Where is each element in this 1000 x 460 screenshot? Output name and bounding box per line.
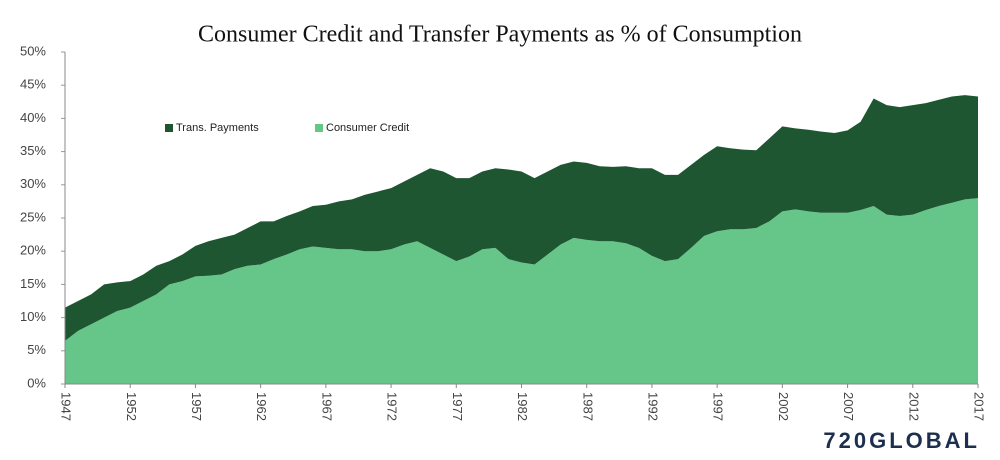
x-tick-label: 1972 bbox=[385, 392, 400, 421]
chart-title: Consumer Credit and Transfer Payments as… bbox=[198, 22, 802, 48]
y-tick-label: 15% bbox=[20, 276, 46, 291]
x-tick-label: 1967 bbox=[319, 392, 334, 421]
y-tick-label: 0% bbox=[27, 375, 46, 390]
y-tick-label: 35% bbox=[20, 143, 46, 158]
y-tick-label: 5% bbox=[27, 342, 46, 357]
x-tick-label: 1947 bbox=[59, 392, 74, 421]
y-tick-label: 30% bbox=[20, 176, 46, 191]
y-tick-label: 50% bbox=[20, 43, 46, 58]
y-tick-label: 25% bbox=[20, 209, 46, 224]
logo: 720GLOBAL bbox=[823, 428, 980, 453]
x-tick-label: 1982 bbox=[515, 392, 530, 421]
y-tick-label: 20% bbox=[20, 243, 46, 258]
legend-label: Trans. Payments bbox=[176, 122, 259, 134]
y-tick-label: 40% bbox=[20, 110, 46, 125]
area bbox=[65, 198, 978, 384]
x-tick-label: 1952 bbox=[124, 392, 139, 421]
x-tick-label: 1992 bbox=[645, 392, 660, 421]
area bbox=[65, 95, 978, 341]
legend-label: Consumer Credit bbox=[326, 122, 409, 134]
x-tick-label: 1962 bbox=[254, 392, 269, 421]
x-tick-label: 1977 bbox=[450, 392, 465, 421]
y-tick-label: 45% bbox=[20, 77, 46, 92]
x-tick-label: 2012 bbox=[906, 392, 921, 421]
x-tick-label: 1987 bbox=[580, 392, 595, 421]
x-tick-label: 2007 bbox=[841, 392, 856, 421]
x-tick-label: 1997 bbox=[711, 392, 726, 421]
x-tick-label: 2017 bbox=[972, 392, 987, 421]
x-tick-label: 1957 bbox=[189, 392, 204, 421]
legend-swatch bbox=[165, 124, 173, 132]
x-tick-label: 2002 bbox=[776, 392, 791, 421]
y-tick-label: 10% bbox=[20, 309, 46, 324]
legend-swatch bbox=[315, 124, 323, 132]
